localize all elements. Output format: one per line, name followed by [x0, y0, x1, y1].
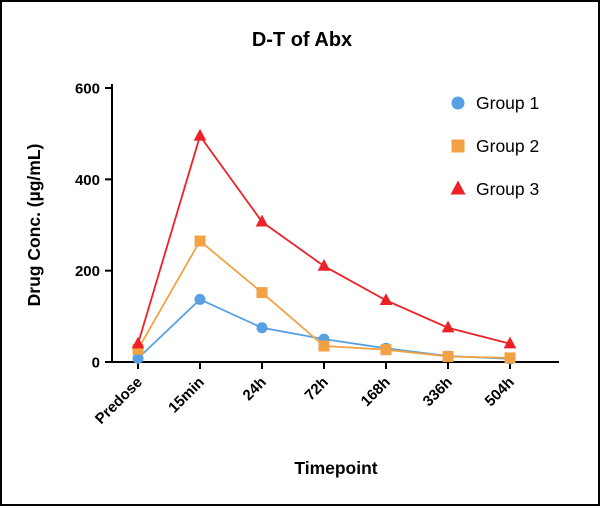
- legend-label: Group 1: [476, 93, 539, 113]
- square-marker-icon: [380, 344, 392, 356]
- legend-label: Group 2: [476, 136, 539, 156]
- square-marker-icon: [256, 287, 268, 299]
- circle-marker-icon: [194, 293, 206, 305]
- x-tick-label: 72h: [302, 374, 332, 404]
- x-axis-title: Timepoint: [294, 458, 377, 478]
- triangle-marker-icon: [193, 128, 207, 141]
- x-tick-label: 15min: [165, 374, 208, 417]
- triangle-marker-icon: [317, 258, 331, 271]
- x-tick-label: 24h: [240, 374, 270, 404]
- square-marker-icon: [132, 343, 144, 355]
- legend: Group 1 Group 2 Group 3: [450, 93, 539, 199]
- square-marker-icon: [451, 139, 465, 153]
- x-tick-label: Predose: [92, 374, 146, 428]
- series-group-1: [132, 293, 516, 365]
- circle-marker-icon: [451, 96, 465, 110]
- square-marker-icon: [318, 340, 330, 352]
- y-tick-label: 400: [75, 172, 100, 189]
- plot-area: 0 200 400 600 Predose 15min 24h 72h 168h 336h 504h…: [75, 81, 559, 428]
- square-marker-icon: [194, 235, 206, 247]
- circle-marker-icon: [256, 322, 268, 334]
- circle-marker-icon: [132, 352, 144, 364]
- y-tick-label: 0: [92, 355, 100, 372]
- x-tick-label: 336h: [420, 374, 456, 410]
- x-tick-label: 504h: [482, 374, 518, 410]
- triangle-marker-icon: [379, 293, 393, 306]
- triangle-marker-icon: [450, 180, 466, 195]
- square-marker-icon: [504, 352, 516, 364]
- triangle-marker-icon: [441, 320, 455, 333]
- legend-entry: Group 2: [451, 136, 539, 156]
- axes: [105, 84, 559, 369]
- square-marker-icon: [442, 351, 454, 363]
- x-tick-label: 168h: [358, 374, 394, 410]
- triangle-marker-icon: [503, 336, 517, 349]
- chart-title: D-T of Abx: [252, 29, 352, 51]
- legend-label: Group 3: [476, 179, 539, 199]
- legend-entry: Group 3: [450, 179, 539, 199]
- triangle-marker-icon: [131, 336, 145, 349]
- y-tick-label: 600: [75, 81, 100, 98]
- series-group-2: [132, 235, 516, 364]
- triangle-marker-icon: [255, 214, 269, 227]
- series-group-3: [131, 128, 517, 349]
- legend-entry: Group 1: [451, 93, 539, 113]
- y-tick-label: 200: [75, 263, 100, 280]
- y-axis-title: Drug Conc. (µg/mL): [24, 144, 44, 307]
